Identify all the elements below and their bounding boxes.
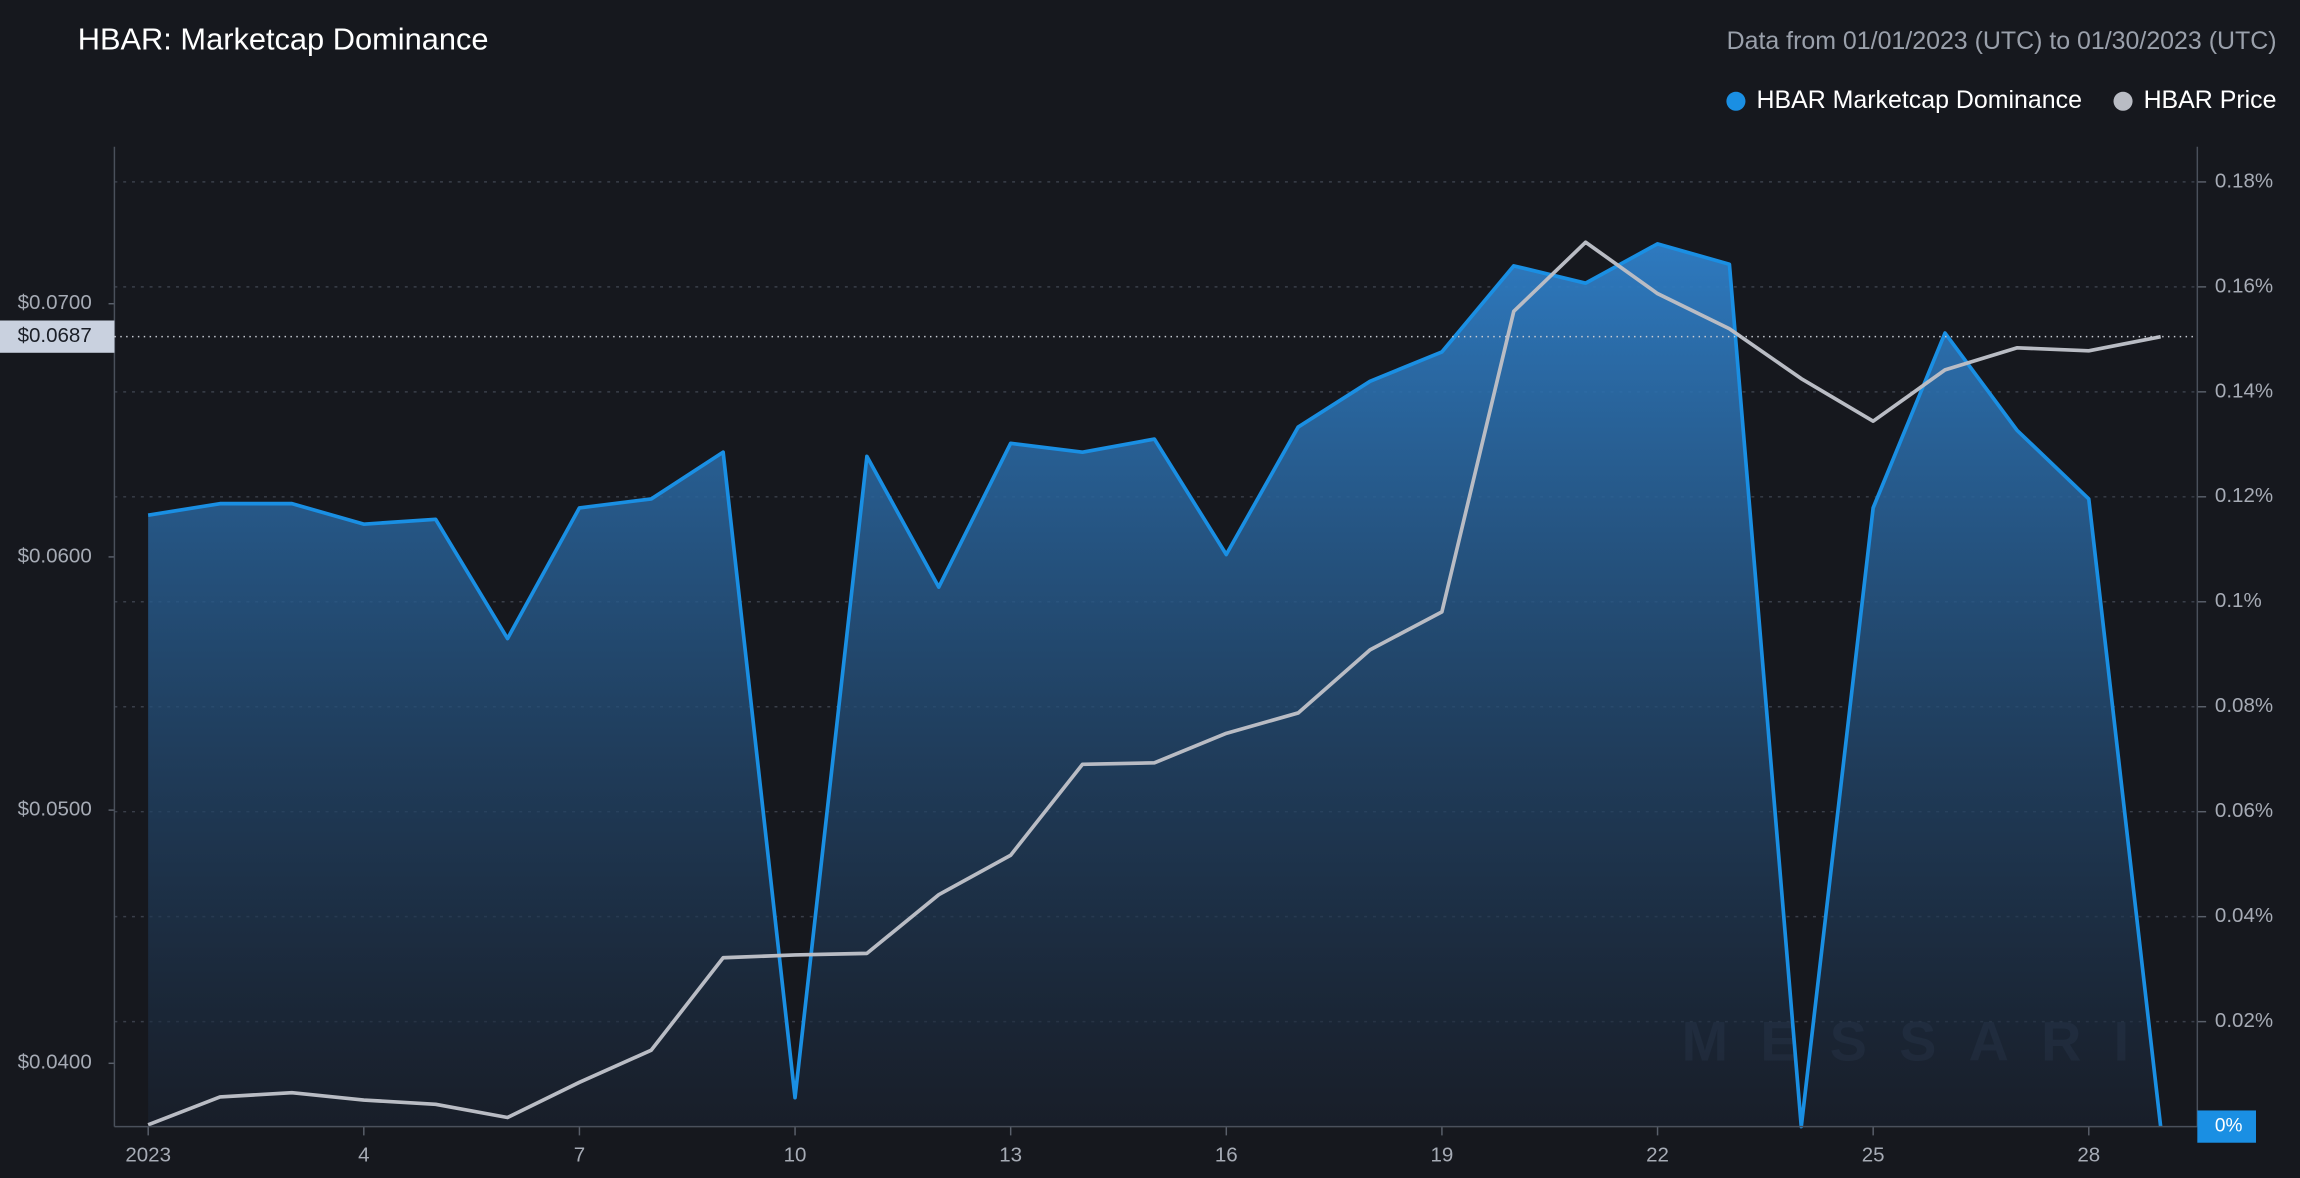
subtitle: Data from 01/01/2023 (UTC) to 01/30/2023… xyxy=(1727,27,2277,55)
y2-tick-label: 0.16% xyxy=(2215,274,2273,297)
y2-tick-label: 0.14% xyxy=(2215,379,2273,402)
y2-tick-label: 0.06% xyxy=(2215,799,2273,822)
y-tick-label: $0.0700 xyxy=(18,291,92,314)
y2-tick-label: 0.18% xyxy=(2215,169,2273,192)
y2-tick-label: 0.04% xyxy=(2215,904,2273,927)
series-area xyxy=(148,243,2161,1127)
legend-swatch xyxy=(1726,91,1746,111)
y-tick-label: $0.0600 xyxy=(18,544,92,567)
y-tick-label: $0.0400 xyxy=(18,1051,92,1074)
legend-label: HBAR Price xyxy=(2144,86,2277,114)
y-tick-label: $0.0500 xyxy=(18,798,92,821)
dominance-marker-label: 0% xyxy=(2215,1116,2243,1137)
x-tick-label: 10 xyxy=(784,1143,807,1166)
x-tick-label: 7 xyxy=(574,1143,585,1166)
x-tick-label: 19 xyxy=(1431,1143,1454,1166)
x-tick-label: 25 xyxy=(1862,1143,1885,1166)
x-tick-label: 28 xyxy=(2077,1143,2100,1166)
dominance-marker-box xyxy=(2197,1110,2256,1143)
series-line xyxy=(147,242,2163,1129)
x-tick-label: 4 xyxy=(358,1143,369,1166)
y2-tick-label: 0.1% xyxy=(2215,589,2262,612)
price-marker-label: $0.0687 xyxy=(18,324,92,347)
x-tick-label: 16 xyxy=(1215,1143,1238,1166)
legend-label: HBAR Marketcap Dominance xyxy=(1756,86,2082,114)
price-marker-box xyxy=(0,320,115,353)
chart-title: HBAR: Marketcap Dominance xyxy=(78,21,489,56)
y2-tick-label: 0.12% xyxy=(2215,484,2273,507)
y2-tick-label: 0.08% xyxy=(2215,694,2273,717)
x-tick-label: 22 xyxy=(1646,1143,1669,1166)
y2-tick-label: 0.02% xyxy=(2215,1009,2273,1032)
series-line xyxy=(147,240,2162,1127)
x-tick-label: 2023 xyxy=(125,1143,171,1166)
legend-swatch xyxy=(2113,91,2133,111)
x-tick-label: 13 xyxy=(999,1143,1022,1166)
